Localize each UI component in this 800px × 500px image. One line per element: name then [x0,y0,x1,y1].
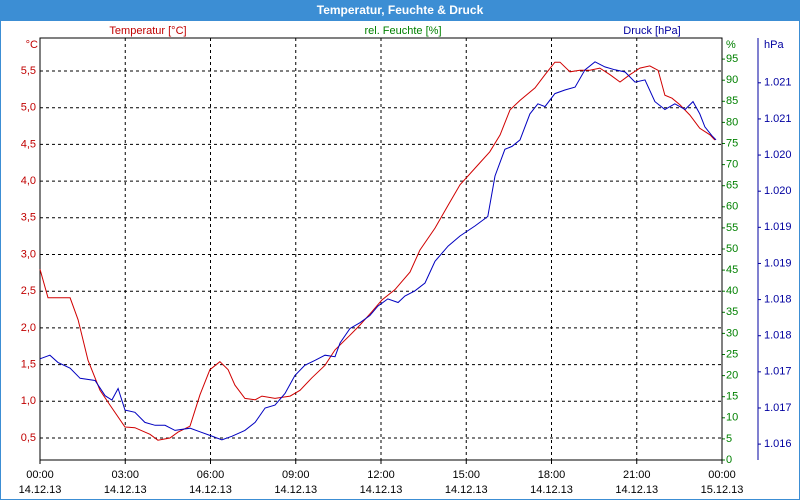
y-tick-label: 4,5 [21,138,36,150]
y3-tick-label: 1.020 [764,149,792,161]
y2-tick-label: 40 [726,285,738,297]
y3-tick-label: 1.018 [764,293,792,305]
x-tick-date: 14.12.13 [189,484,232,496]
y2-tick-label: 5 [726,433,732,445]
y3-tick-label: 1.019 [764,221,792,233]
y-axis-label: Temperatur [°C] [109,25,186,37]
series-line [39,61,717,441]
x-tick-date: 15.12.13 [701,484,744,496]
x-tick-date: 14.12.13 [19,484,62,496]
x-tick-label: 09:00 [282,469,310,481]
x-tick-label: 00:00 [708,469,736,481]
x-tick-date: 14.12.13 [360,484,403,496]
y-tick-label: 1,0 [21,395,36,407]
x-tick-label: 03:00 [111,469,139,481]
x-tick-date: 14.12.13 [445,484,488,496]
y3-tick-label: 1.018 [764,330,792,342]
y2-axis-label: rel. Feuchte [%] [364,25,441,37]
title-bar [0,0,800,21]
y2-tick-label: 15 [726,391,738,403]
y2-tick-label: 0 [726,454,732,466]
x-tick-label: 12:00 [367,469,395,481]
plot-frame [39,37,723,461]
y2-tick-label: 35 [726,306,738,318]
x-tick-label: 21:00 [623,469,651,481]
y2-tick-label: 55 [726,222,738,234]
x-tick-label: 00:00 [26,469,54,481]
y-tick-label: 5,5 [21,65,36,77]
y-tick-label: 0,5 [21,432,36,444]
y3-tick-label: 1.021 [764,77,792,89]
x-tick-date: 14.12.13 [530,484,573,496]
y2-tick-label: 25 [726,348,738,360]
y-axis-unit: °C [26,39,38,51]
y3-tick-label: 1.020 [764,185,792,197]
y2-tick-label: 90 [726,74,738,86]
y3-axis-label: Druck [hPa] [623,25,680,37]
x-tick-date: 14.12.13 [104,484,147,496]
y-tick-label: 2,5 [21,285,36,297]
y-tick-label: 4,0 [21,175,36,187]
y3-tick-label: 1.017 [764,402,792,414]
y-tick-label: 3,0 [21,248,36,260]
y3-tick-label: 1.016 [764,438,792,450]
y3-tick-label: 1.019 [764,257,792,269]
x-tick-label: 15:00 [452,469,480,481]
y3-tick-label: 1.017 [764,366,792,378]
chart-title: Temperatur, Feuchte & Druck [317,3,484,17]
y-tick-label: 2,0 [21,322,36,334]
x-tick-date: 14.12.13 [615,484,658,496]
y3-axis-unit: hPa [764,39,784,51]
y2-tick-label: 45 [726,264,738,276]
y2-tick-label: 70 [726,159,738,171]
x-tick-label: 06:00 [197,469,225,481]
y-tick-label: 1,5 [21,358,36,370]
y2-tick-label: 60 [726,201,738,213]
y2-tick-label: 50 [726,243,738,255]
y2-axis-unit: % [726,39,736,51]
y-tick-label: 5,0 [21,102,36,114]
y2-tick-label: 20 [726,370,738,382]
x-tick-date: 14.12.13 [274,484,317,496]
y2-tick-label: 80 [726,116,738,128]
y2-tick-label: 75 [726,137,738,149]
y2-tick-label: 10 [726,412,738,424]
y2-tick-label: 95 [726,53,738,65]
y3-tick-label: 1.021 [764,113,792,125]
y2-tick-label: 30 [726,327,738,339]
series-line [39,61,716,441]
y-tick-label: 3,5 [21,212,36,224]
y2-tick-label: 65 [726,180,738,192]
y2-tick-label: 85 [726,95,738,107]
x-tick-label: 18:00 [538,469,566,481]
